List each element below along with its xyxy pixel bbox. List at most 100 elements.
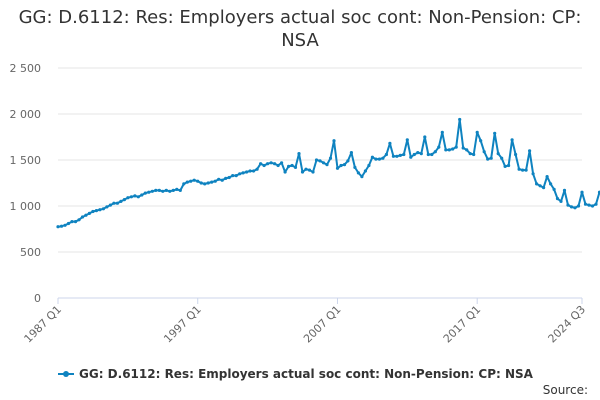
data-point[interactable] [168, 189, 172, 193]
data-point[interactable] [388, 141, 392, 145]
data-point[interactable] [147, 190, 151, 194]
data-point[interactable] [231, 174, 235, 178]
data-point[interactable] [126, 196, 130, 200]
data-point[interactable] [108, 203, 112, 207]
data-point[interactable] [433, 150, 437, 154]
data-point[interactable] [531, 172, 535, 176]
data-point[interactable] [328, 156, 333, 160]
data-point[interactable] [552, 187, 556, 191]
data-point[interactable] [196, 179, 200, 183]
data-point[interactable] [538, 184, 542, 188]
data-point[interactable] [587, 203, 591, 207]
data-point[interactable] [325, 163, 329, 167]
data-point[interactable] [136, 195, 140, 199]
data-point[interactable] [367, 163, 371, 168]
data-point[interactable] [360, 175, 364, 179]
data-point[interactable] [521, 168, 525, 172]
data-point[interactable] [444, 148, 448, 152]
data-point[interactable] [496, 152, 500, 156]
data-point[interactable] [500, 156, 504, 160]
data-point[interactable] [430, 152, 434, 157]
data-point[interactable] [297, 152, 301, 156]
data-point[interactable] [63, 223, 67, 227]
data-point[interactable] [353, 165, 357, 169]
data-point[interactable] [140, 193, 144, 197]
data-point[interactable] [164, 188, 168, 192]
data-point[interactable] [423, 135, 427, 139]
data-point[interactable] [318, 159, 322, 163]
data-point[interactable] [486, 157, 490, 161]
data-point[interactable] [475, 130, 479, 134]
data-point[interactable] [479, 139, 483, 143]
data-point[interactable] [524, 168, 528, 172]
data-point[interactable] [157, 188, 161, 192]
data-point[interactable] [66, 221, 71, 226]
data-point[interactable] [234, 174, 238, 178]
data-point[interactable] [224, 176, 228, 180]
data-point[interactable] [73, 220, 78, 224]
data-point[interactable] [454, 145, 458, 149]
data-point[interactable] [510, 138, 514, 142]
data-point[interactable] [398, 153, 402, 157]
data-point[interactable] [412, 152, 416, 157]
data-point[interactable] [555, 197, 560, 201]
data-point[interactable] [590, 204, 595, 208]
data-point[interactable] [346, 159, 350, 163]
data-point[interactable] [161, 189, 165, 193]
data-point[interactable] [129, 195, 133, 199]
data-point[interactable] [542, 186, 546, 190]
data-point[interactable] [447, 148, 451, 152]
data-point[interactable] [262, 163, 266, 168]
data-point[interactable] [489, 156, 493, 160]
data-point[interactable] [91, 209, 95, 214]
data-point[interactable] [276, 163, 280, 168]
data-point[interactable] [311, 170, 315, 174]
data-point[interactable] [98, 208, 102, 212]
data-point[interactable] [210, 180, 214, 184]
data-point[interactable] [549, 182, 553, 186]
data-point[interactable] [514, 152, 518, 157]
data-point[interactable] [597, 190, 600, 194]
data-point[interactable] [220, 178, 224, 182]
data-point[interactable] [192, 178, 196, 182]
legend[interactable]: GG: D.6112: Res: Employers actual soc co… [58, 367, 533, 381]
data-point[interactable] [468, 152, 472, 156]
data-point[interactable] [56, 225, 60, 229]
data-point[interactable] [178, 188, 182, 192]
data-point[interactable] [528, 149, 532, 153]
data-point[interactable] [59, 224, 64, 228]
data-point[interactable] [259, 162, 263, 166]
data-point[interactable] [559, 199, 563, 203]
data-point[interactable] [332, 139, 336, 143]
data-point[interactable] [573, 206, 577, 210]
data-point[interactable] [252, 169, 256, 173]
data-point[interactable] [377, 157, 381, 161]
data-point[interactable] [562, 188, 567, 192]
data-point[interactable] [409, 155, 413, 159]
data-point[interactable] [335, 166, 340, 170]
data-point[interactable] [119, 199, 123, 203]
data-point[interactable] [545, 175, 549, 179]
data-point[interactable] [80, 215, 85, 219]
data-point[interactable] [440, 130, 444, 134]
data-point[interactable] [426, 152, 430, 157]
data-point[interactable] [461, 146, 465, 150]
data-point[interactable] [227, 175, 231, 180]
data-point[interactable] [255, 167, 259, 171]
data-point[interactable] [391, 154, 395, 158]
data-point[interactable] [349, 151, 353, 155]
data-point[interactable] [339, 163, 343, 168]
data-point[interactable] [269, 161, 273, 165]
data-point[interactable] [133, 194, 137, 198]
data-point[interactable] [583, 202, 588, 206]
data-point[interactable] [451, 147, 455, 151]
data-point[interactable] [493, 131, 497, 135]
data-point[interactable] [112, 201, 116, 205]
data-point[interactable] [213, 179, 217, 183]
data-point[interactable] [370, 155, 374, 159]
data-point[interactable] [419, 152, 423, 156]
data-point[interactable] [84, 213, 88, 217]
data-point[interactable] [576, 204, 581, 208]
data-point[interactable] [87, 211, 91, 215]
data-point[interactable] [321, 161, 326, 165]
